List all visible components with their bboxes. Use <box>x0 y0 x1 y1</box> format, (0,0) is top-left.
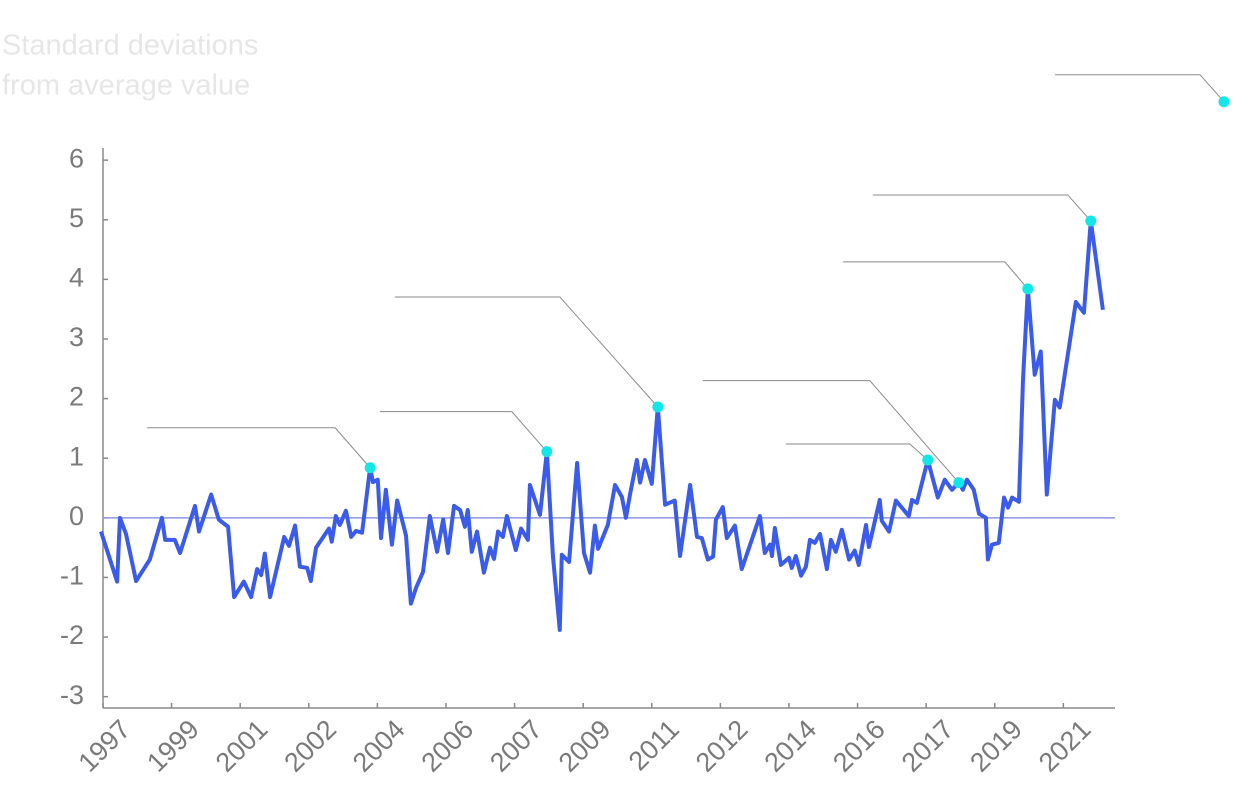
x-tick-label: 2007 <box>484 714 548 778</box>
leader-line <box>147 427 371 469</box>
axis-label: from average value <box>2 70 250 102</box>
x-tick-label: 2014 <box>759 714 823 778</box>
x-tick-label: 2021 <box>1033 714 1097 778</box>
highlight-point <box>953 477 965 489</box>
y-tick-label: 5 <box>69 203 84 233</box>
leader-line <box>872 194 1092 222</box>
y-tick-label: 0 <box>69 501 84 531</box>
x-tick-label: 2004 <box>347 714 411 778</box>
highlight-point <box>652 401 664 413</box>
leader-line <box>394 296 659 408</box>
leader-line <box>702 380 960 483</box>
x-tick-label: 2012 <box>690 714 754 778</box>
x-tick-label: 2001 <box>210 714 274 778</box>
data-line <box>99 218 1105 632</box>
y-tick-label: 4 <box>69 262 84 292</box>
x-tick-label: 2016 <box>827 714 891 778</box>
y-tick-label: 6 <box>69 143 84 173</box>
highlight-point <box>1085 215 1097 227</box>
leader-line <box>379 411 548 452</box>
x-tick-label: 2019 <box>964 714 1028 778</box>
y-tick-label: 1 <box>69 441 84 471</box>
highlight-point <box>922 454 934 466</box>
y-tick-label: -2 <box>60 620 84 650</box>
highlight-point <box>1218 96 1230 108</box>
highlight-point <box>364 462 376 474</box>
y-tick-label: -3 <box>60 680 84 710</box>
y-tick-label: 2 <box>69 382 84 412</box>
axis-label: Standard deviations <box>2 30 258 62</box>
x-tick-label: 2011 <box>623 714 685 776</box>
x-tick-label: 2006 <box>416 714 480 778</box>
leader-line <box>785 443 929 461</box>
highlight-point <box>541 446 553 458</box>
x-tick-label: 2002 <box>278 714 342 778</box>
leader-line <box>842 261 1029 290</box>
y-tick-label: 3 <box>69 322 84 352</box>
x-tick-label: 1999 <box>141 714 205 778</box>
x-tick-label: 2017 <box>896 714 960 778</box>
leader-line <box>1054 74 1225 103</box>
x-tick-label: 1997 <box>73 714 137 778</box>
highlight-point <box>1022 283 1034 295</box>
y-tick-label: -1 <box>60 561 84 591</box>
x-tick-label: 2009 <box>553 714 617 778</box>
